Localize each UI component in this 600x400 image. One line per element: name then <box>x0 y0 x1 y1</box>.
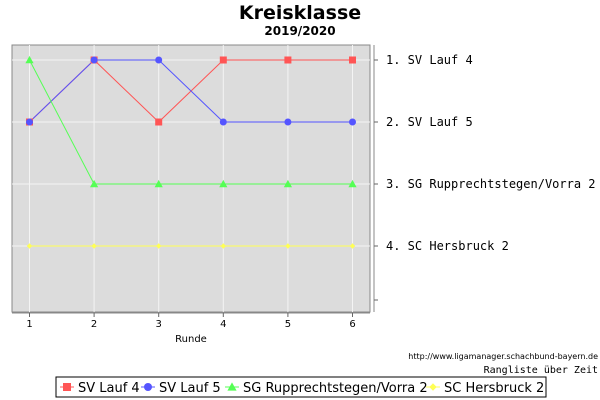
x-tick-label: 1 <box>26 319 32 330</box>
legend-item-label: SV Lauf 4 <box>78 381 140 396</box>
data-point <box>219 56 227 64</box>
series-line <box>29 59 353 123</box>
rank-label: 1. SV Lauf 4 <box>386 53 473 67</box>
legend: SV Lauf 4 SV Lauf 5 SG Rupprechtstegen/Vor… <box>60 381 544 396</box>
data-point <box>156 243 162 249</box>
series-lines <box>29 59 353 247</box>
legend-swatch-marker <box>429 383 437 391</box>
data-point <box>219 118 227 126</box>
rank-label: 4. SC Hersbruck 2 <box>386 239 509 253</box>
source-url: http://www.ligamanager.schachbund-bayern… <box>408 352 598 361</box>
rank-label: 2. SV Lauf 5 <box>386 115 473 129</box>
x-tick-label: 2 <box>91 319 97 330</box>
data-point <box>91 243 97 249</box>
data-point <box>283 179 292 188</box>
x-axis: 1 2 3 4 5 6 <box>12 312 370 330</box>
data-point <box>349 56 356 64</box>
legend-box <box>55 376 547 398</box>
data-point <box>25 55 34 64</box>
data-point <box>90 56 98 64</box>
data-point <box>219 179 228 188</box>
x-tick-label: 3 <box>156 319 162 330</box>
legend-item-label: SV Lauf 5 <box>159 381 221 396</box>
data-point <box>349 243 356 249</box>
x-axis-label: Runde <box>175 334 207 345</box>
legend-swatch-marker <box>63 383 71 391</box>
x-tick-label: 5 <box>285 319 291 330</box>
data-point <box>284 118 292 126</box>
data-point <box>285 243 291 249</box>
data-point <box>26 118 33 126</box>
chart-caption: Rangliste über Zeit <box>484 365 598 376</box>
data-point <box>154 179 163 188</box>
data-point <box>26 243 33 249</box>
data-point <box>155 118 163 126</box>
x-tick-label: 6 <box>349 319 355 330</box>
legend-item-label: SC Hersbruck 2 <box>444 381 544 396</box>
plot-area <box>11 44 371 313</box>
data-point <box>284 56 292 64</box>
legend-swatch-marker <box>227 382 237 391</box>
legend-swatch-marker <box>144 383 152 391</box>
data-point <box>220 243 226 249</box>
data-point <box>155 56 163 64</box>
data-point <box>349 118 356 126</box>
rank-axis: 1. SV Lauf 4 2. SV Lauf 5 3. SG Rupprechts… <box>373 45 596 312</box>
chart-subtitle: 2019/2020 <box>264 24 335 38</box>
series-line <box>29 59 353 185</box>
x-tick-label: 4 <box>220 319 226 330</box>
series-markers <box>25 55 357 249</box>
data-point <box>90 179 99 188</box>
data-point <box>348 179 357 188</box>
legend-item-label: SG Rupprechtstegen/Vorra 2 <box>243 381 428 396</box>
rank-label: 3. SG Rupprechtstegen/Vorra 2 <box>386 177 596 191</box>
chart-title: Kreisklasse <box>239 2 361 24</box>
